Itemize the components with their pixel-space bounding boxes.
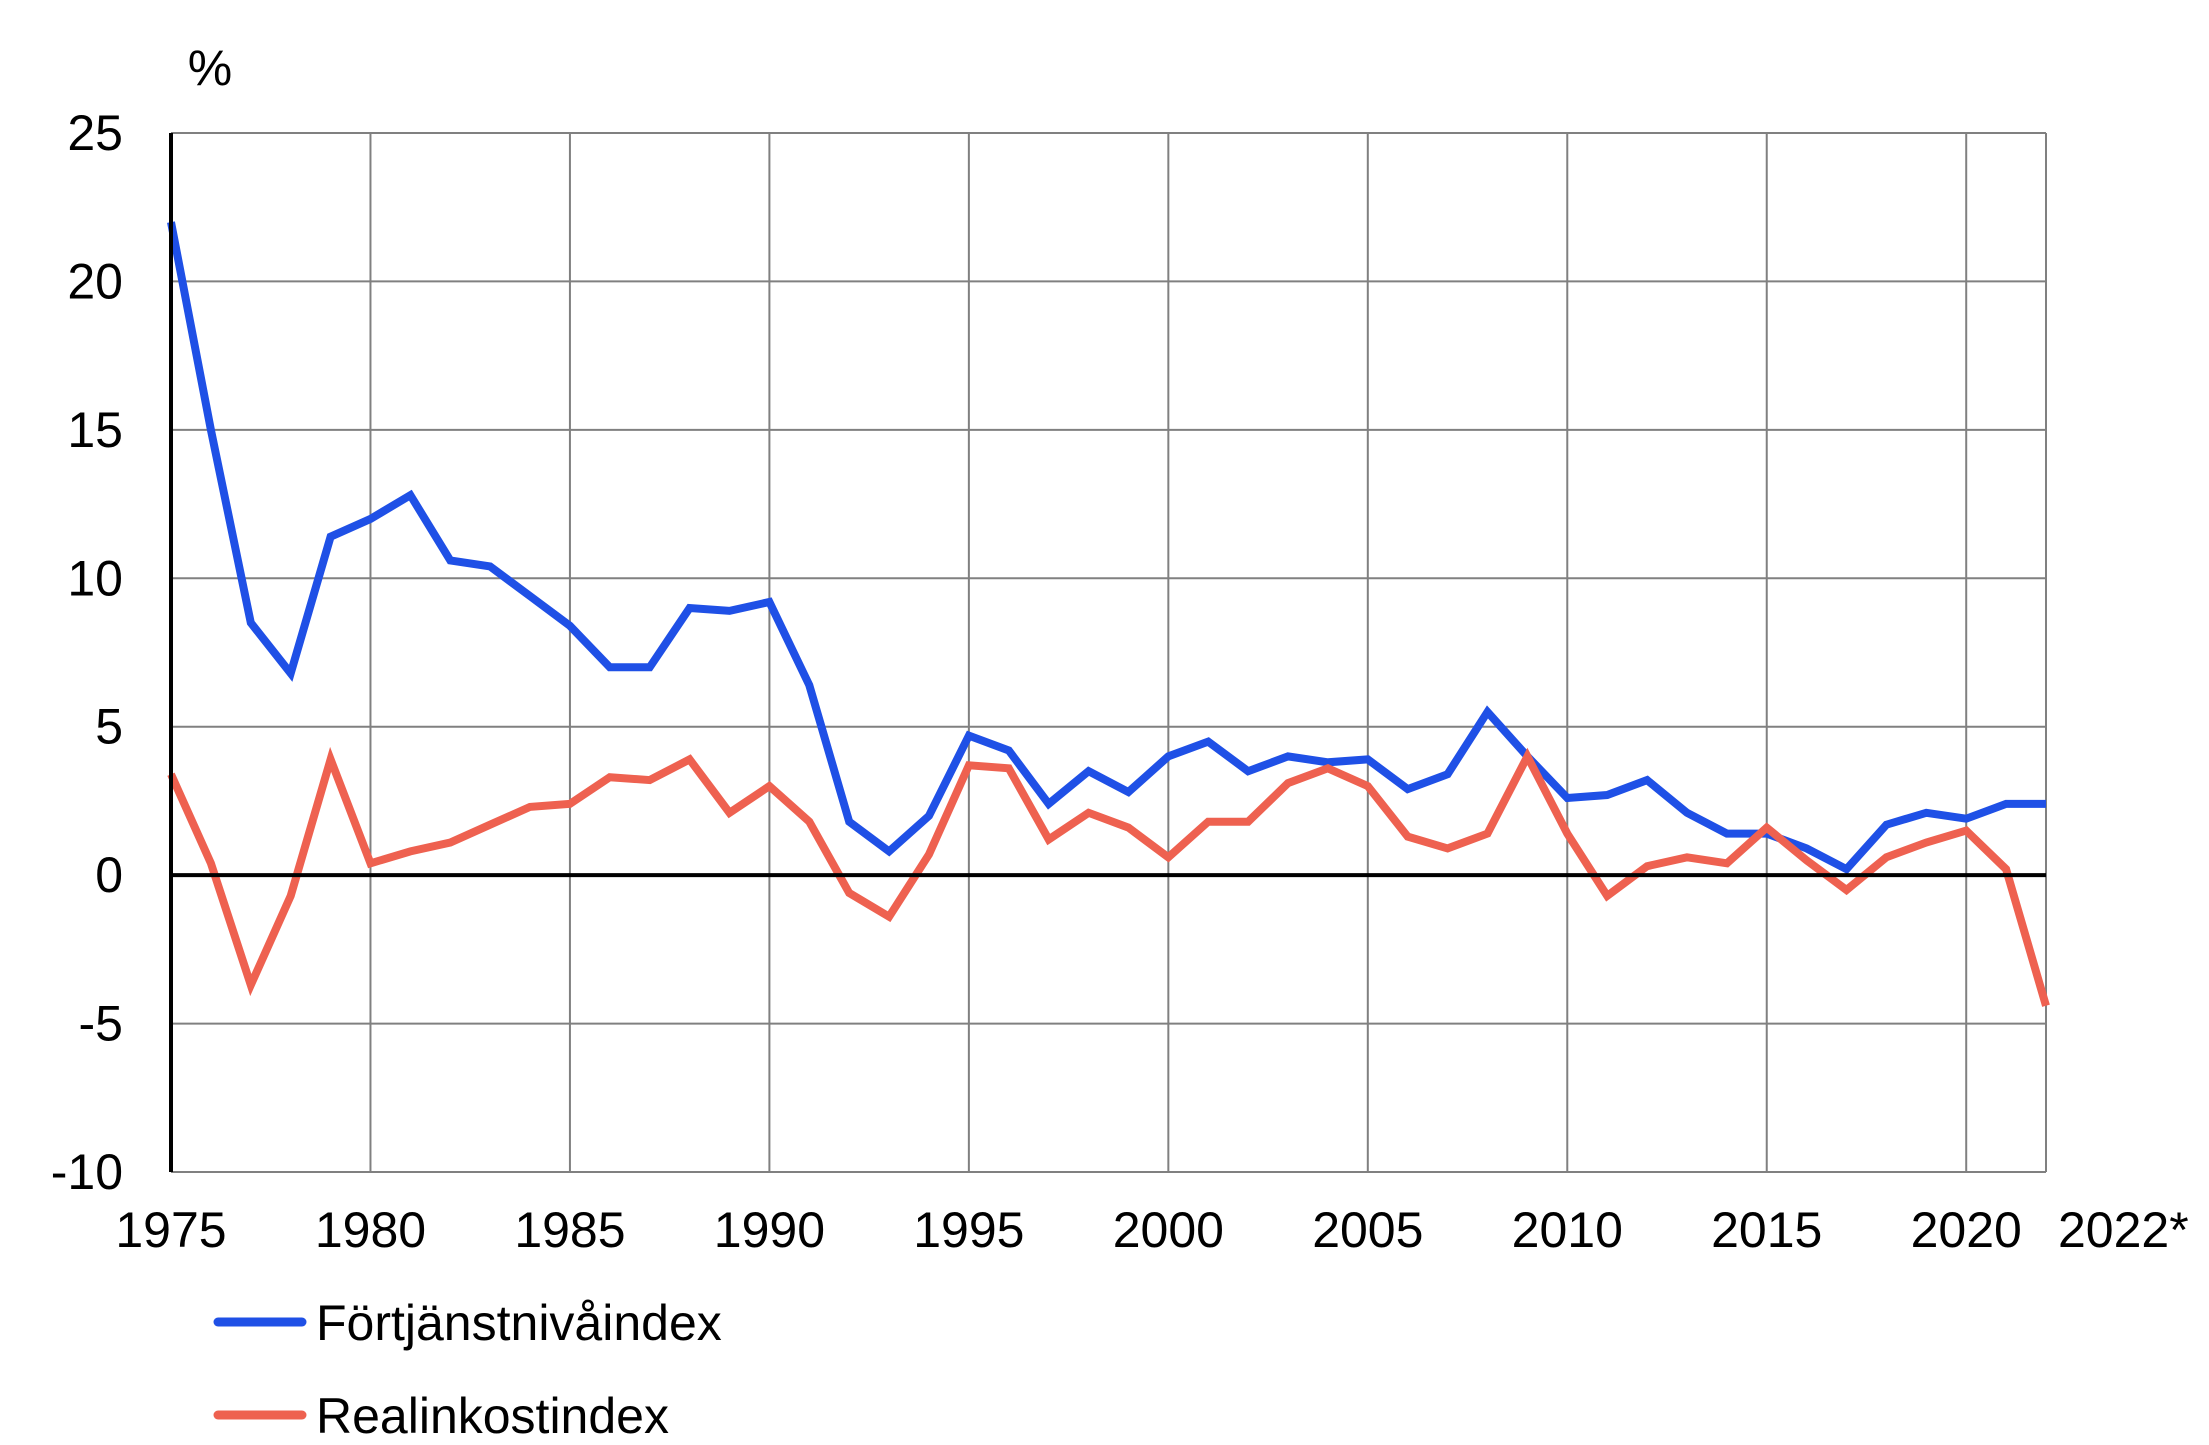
- x-tick-label: 2015: [1711, 1202, 1822, 1258]
- legend: Förtjänstnivåindex Realinkostindex: [213, 1295, 722, 1444]
- x-tick-label: 1985: [514, 1202, 625, 1258]
- legend-label: Realinkostindex: [316, 1388, 669, 1444]
- x-axis-tick-labels: 1975 1980 1985 1990 1995 2000 2005 2010 2015 2020…: [115, 1202, 2188, 1258]
- horizontal-gridlines: [171, 132, 2046, 1173]
- x-tick-label: 1990: [714, 1202, 825, 1258]
- series-line-2: [167, 746, 2050, 1007]
- x-tick-label: 2005: [1312, 1202, 1423, 1258]
- series-line-1: [167, 221, 2046, 875]
- y-axis-unit-label: %: [188, 40, 232, 96]
- y-tick-label: 10: [67, 550, 123, 606]
- y-axis-tick-labels: -10 -5 0 5 10 15 20 25: [51, 105, 123, 1200]
- axes: [169, 133, 2046, 1172]
- x-tick-label: 1975: [115, 1202, 226, 1258]
- data-series: [167, 221, 2050, 1007]
- y-tick-label: 20: [67, 253, 123, 309]
- x-tick-label: 1980: [315, 1202, 426, 1258]
- legend-label: Förtjänstnivåindex: [316, 1295, 722, 1351]
- x-tick-label: 2000: [1113, 1202, 1224, 1258]
- x-tick-label: 2010: [1512, 1202, 1623, 1258]
- y-tick-label: 0: [95, 847, 123, 903]
- x-tick-label: 1995: [913, 1202, 1024, 1258]
- y-tick-label: 15: [67, 402, 123, 458]
- x-tick-label: 2022*: [2058, 1202, 2189, 1258]
- vertical-gridlines: [369, 133, 2047, 1172]
- x-tick-label: 2020: [1911, 1202, 2022, 1258]
- y-tick-label: 25: [67, 105, 123, 161]
- y-tick-label: -5: [79, 996, 123, 1052]
- y-tick-label: -10: [51, 1144, 123, 1200]
- y-tick-label: 5: [95, 699, 123, 755]
